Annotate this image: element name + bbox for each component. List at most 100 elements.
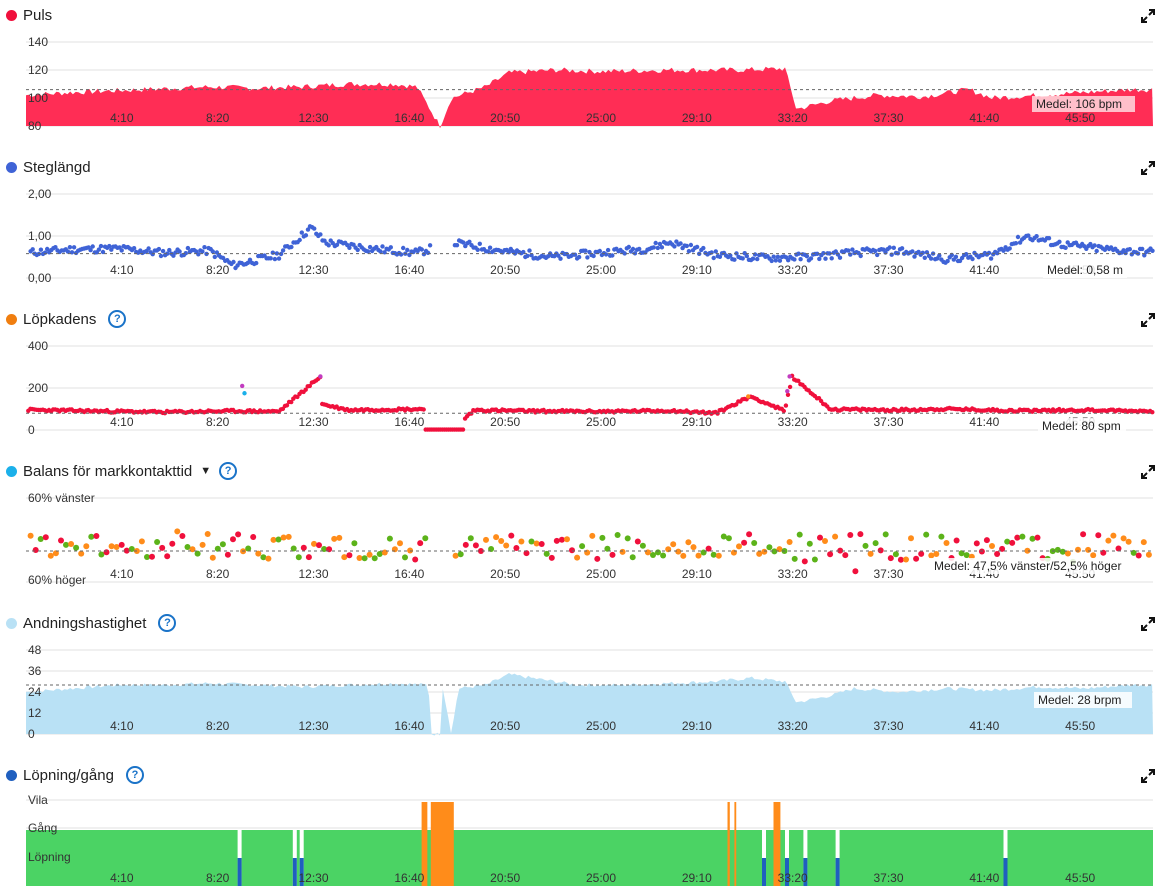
x-tick-label: 4:10 <box>110 111 134 125</box>
balans-point <box>887 555 894 562</box>
panel-puls: Puls 140 120 100 80 4:10 8:20 12:30 16:40 20:50 2… <box>0 0 1167 152</box>
balans-point <box>705 545 712 552</box>
andning-chart: 48 36 24 12 0 4:10 8:20 12:30 16:40 20:50 25:00 29:… <box>26 643 1153 741</box>
gang-segment <box>727 802 730 886</box>
balans-point <box>715 552 722 559</box>
x-tick-label: 12:30 <box>298 415 328 429</box>
steglangd-point <box>270 250 275 255</box>
steglangd-point <box>355 247 360 253</box>
dropdown-caret-icon[interactable]: ▼ <box>200 465 212 477</box>
expand-icon[interactable] <box>1141 161 1155 175</box>
x-tick-label: 20:50 <box>490 871 520 885</box>
steglangd-point <box>1015 234 1021 240</box>
steglangd-point <box>272 256 278 262</box>
balans-point <box>300 544 307 551</box>
x-tick-label: 12:30 <box>298 871 328 885</box>
panel-header: Löpning/gång ? <box>6 764 144 786</box>
x-tick-label: 16:40 <box>394 567 424 581</box>
y-tick-label: 48 <box>28 643 42 657</box>
lopkadens-point <box>781 408 786 414</box>
balans-point <box>569 547 575 554</box>
x-tick-label: 25:00 <box>586 415 616 429</box>
lopkadens-point <box>242 391 247 396</box>
steglangd-point <box>107 243 112 249</box>
mean-label-bg <box>1038 418 1126 434</box>
mean-label-bg <box>1034 692 1132 708</box>
expand-icon[interactable] <box>1141 9 1155 23</box>
x-tick-label: 4:10 <box>110 567 134 581</box>
legend-dot <box>6 161 17 173</box>
balans-point <box>224 551 231 558</box>
balans-point <box>98 551 105 558</box>
mean-label-bg <box>1043 262 1127 278</box>
steglangd-point <box>42 250 48 255</box>
balans-point <box>154 539 161 545</box>
balans-point <box>918 550 925 557</box>
y-tick-label: Gång <box>28 821 57 835</box>
balans-point <box>1120 535 1127 542</box>
balans-point <box>194 550 201 557</box>
balans-point <box>862 542 869 549</box>
panel-andning: Andningshastighet ? 48 36 24 12 0 4:10 8:20 12:… <box>0 608 1167 760</box>
steglangd-point <box>96 247 102 252</box>
balans-point <box>381 549 388 556</box>
steglangd-point <box>276 256 282 261</box>
x-tick-label: 37:30 <box>873 263 903 277</box>
x-tick-label: 33:20 <box>778 415 808 429</box>
help-icon[interactable]: ? <box>158 614 177 632</box>
balans-point <box>796 531 803 538</box>
expand-icon[interactable] <box>1141 617 1155 631</box>
balans-point <box>644 549 651 556</box>
lopning-chart: Vila Gång Löpning 4:10 8:20 12:30 16:40 20:50 25… <box>26 793 1153 886</box>
balans-point <box>503 542 510 549</box>
steglangd-point <box>808 256 814 261</box>
expand-icon[interactable] <box>1141 769 1155 783</box>
steglangd-point <box>1013 241 1019 246</box>
steglangd-point <box>334 242 340 247</box>
steglangd-point <box>558 256 563 261</box>
balans-point <box>113 544 120 550</box>
lopkadens-point <box>421 407 426 412</box>
balans-point <box>1029 535 1036 542</box>
balans-point <box>594 555 601 562</box>
help-icon[interactable]: ? <box>125 766 144 784</box>
help-icon[interactable]: ? <box>219 462 238 480</box>
balans-point <box>1105 537 1112 544</box>
balans-point <box>265 555 272 562</box>
balans-point <box>483 536 489 543</box>
steglangd-point <box>367 244 373 250</box>
x-tick-label: 37:30 <box>873 567 903 581</box>
balans-point <box>589 532 596 539</box>
lopkadens-point <box>787 384 793 390</box>
steglangd-point <box>910 249 915 254</box>
balans-point <box>508 532 515 539</box>
gang-segment <box>421 802 428 886</box>
help-icon[interactable]: ? <box>108 310 127 328</box>
steglangd-point <box>752 252 758 257</box>
y-tick-label: 12 <box>28 706 42 720</box>
balans-point <box>518 538 525 545</box>
lopkadens-point <box>303 387 308 392</box>
balans-point <box>634 538 641 545</box>
expand-icon[interactable] <box>1141 313 1155 327</box>
steglangd-point <box>65 249 71 254</box>
balans-point <box>1004 538 1011 545</box>
steglangd-point <box>1150 248 1155 253</box>
balans-point <box>892 551 899 558</box>
balans-point <box>316 542 322 549</box>
steglangd-point <box>887 245 892 250</box>
steglangd-point <box>183 251 188 256</box>
x-tick-label: 41:40 <box>969 111 999 125</box>
balans-point <box>184 544 191 550</box>
lopning-segment <box>26 830 1153 886</box>
x-tick-label: 37:30 <box>873 415 903 429</box>
balans-point <box>47 552 54 559</box>
steglangd-point <box>318 232 323 237</box>
balans-point <box>999 545 1006 552</box>
steglangd-point <box>773 258 778 263</box>
steglangd-point <box>419 247 424 252</box>
balans-point <box>280 534 287 541</box>
expand-icon[interactable] <box>1141 465 1155 479</box>
balans-point <box>943 540 950 546</box>
lopning-marker <box>835 858 840 886</box>
